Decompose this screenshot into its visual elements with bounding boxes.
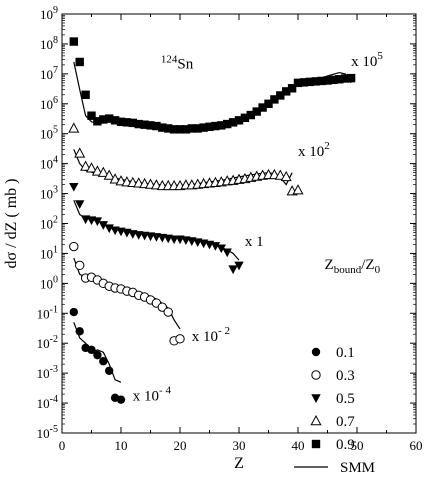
y-tick-label: 104 <box>40 155 58 172</box>
legend-title: Zbound/Z0 <box>325 257 381 276</box>
legend-label: 0.7 <box>336 414 355 430</box>
data-point-0-1 <box>117 395 125 403</box>
system-label: 124Sn <box>161 54 194 73</box>
data-point-0-1 <box>70 308 78 316</box>
data-point-0-3 <box>76 261 84 269</box>
y-tick-label: 10-1 <box>37 304 58 321</box>
y-tick-label: 107 <box>40 65 58 82</box>
data-point-0-1 <box>76 327 84 335</box>
data-point-0-1 <box>93 351 101 359</box>
legend-label: 0.9 <box>336 437 355 453</box>
legend-label: SMM <box>340 460 375 476</box>
data-point-0-3 <box>164 308 172 316</box>
data-point-0-5 <box>228 265 237 274</box>
legend-label: 0.5 <box>336 391 355 407</box>
data-point-0-5 <box>69 183 78 192</box>
y-tick-label: 10-4 <box>37 394 58 411</box>
data-point-0-9 <box>81 91 89 99</box>
y-tick-label: 103 <box>40 185 58 202</box>
data-point-0-3 <box>70 242 78 250</box>
scale-label-0-3: x 10- 2 <box>192 325 230 345</box>
data-point-0-1 <box>99 357 107 365</box>
y-tick-label: 102 <box>40 215 58 232</box>
data-point-0-5 <box>223 248 232 257</box>
y-tick-label: 108 <box>40 35 58 52</box>
data-point-0-7 <box>69 123 78 132</box>
y-axis-label: dσ / dZ ( mb ) <box>3 179 20 269</box>
legend-marker <box>312 440 320 448</box>
plot-frame <box>62 14 416 433</box>
legend-label: 0.3 <box>336 368 355 384</box>
legend-marker <box>312 371 320 379</box>
y-tick-label: 10-5 <box>37 424 58 441</box>
y-tick-label: 100 <box>40 274 58 291</box>
data-point-0-9 <box>70 37 78 45</box>
data-point-0-9 <box>347 74 355 82</box>
x-axis-label: Z <box>234 455 244 472</box>
data-point-0-7 <box>293 185 302 194</box>
y-tick-label: 10-3 <box>37 364 58 381</box>
scale-label-0-7: x 102 <box>298 140 330 160</box>
scale-label-0-5: x 1 <box>245 234 264 250</box>
y-tick-label: 109 <box>40 5 58 22</box>
x-tick-label: 30 <box>233 438 246 453</box>
legend-marker <box>311 394 320 403</box>
x-tick-label: 40 <box>292 438 305 453</box>
legend-marker <box>311 416 320 425</box>
y-tick-label: 101 <box>40 244 58 261</box>
data-point-0-1 <box>105 367 113 375</box>
scale-label-0-1: x 10- 4 <box>133 385 172 405</box>
data-point-0-3 <box>176 335 184 343</box>
y-tick-label: 10-2 <box>37 334 58 351</box>
legend-label: 0.1 <box>336 345 355 361</box>
x-tick-label: 20 <box>174 438 187 453</box>
x-tick-label: 60 <box>410 438 423 453</box>
data-point-0-7 <box>75 148 84 157</box>
scale-label-0-9: x 105 <box>351 50 383 70</box>
data-point-0-9 <box>76 58 84 66</box>
smm-line-0-5 <box>74 200 239 260</box>
x-tick-label: 0 <box>59 438 66 453</box>
x-tick-label: 10 <box>115 438 128 453</box>
legend-marker <box>312 348 320 356</box>
y-tick-label: 106 <box>40 95 58 112</box>
y-tick-label: 105 <box>40 125 58 142</box>
